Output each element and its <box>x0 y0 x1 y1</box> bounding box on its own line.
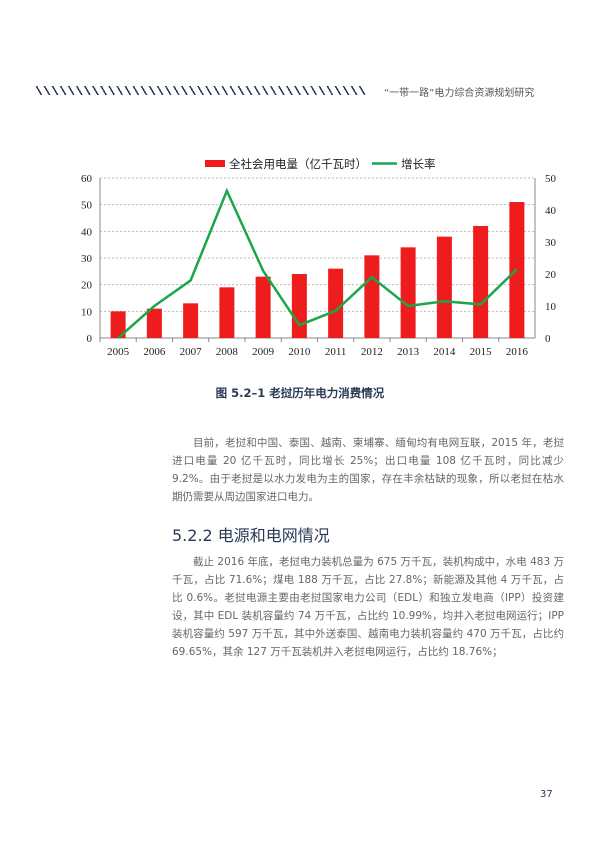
bar <box>219 287 235 338</box>
running-title: “一带一路”电力综合资源规划研究 <box>384 88 535 99</box>
left-tick-label: 0 <box>87 333 93 345</box>
header-stripes <box>36 86 366 95</box>
bar <box>473 226 489 338</box>
right-tick-label: 40 <box>545 205 557 217</box>
paragraph-1: 目前，老挝和中国、泰国、越南、柬埔寨、缅甸均有电网互联，2015 年，老挝进口电… <box>172 437 564 503</box>
left-tick-label: 20 <box>81 280 93 292</box>
x-tick-label: 2005 <box>107 346 130 358</box>
paragraph-2: 截止 2016 年底，老挝电力装机总量为 675 万千瓦，装机构成中，水电 48… <box>172 556 564 658</box>
bar <box>364 255 380 338</box>
x-tick-label: 2013 <box>397 346 420 358</box>
bar <box>255 276 271 338</box>
left-tick-label: 50 <box>81 200 93 212</box>
left-tick-label: 60 <box>81 173 93 185</box>
section-heading: 5.2.2 电源和电网情况 <box>172 526 330 545</box>
left-tick-label: 40 <box>81 226 93 238</box>
bar <box>146 308 162 338</box>
right-tick-label: 30 <box>545 237 557 249</box>
bar <box>110 311 126 338</box>
right-tick-label: 0 <box>545 333 551 345</box>
left-tick-label: 10 <box>81 306 93 318</box>
x-tick-label: 2011 <box>325 346 347 358</box>
figure-caption: 图 5.2–1 老挝历年电力消费情况 <box>215 386 385 400</box>
x-tick-label: 2006 <box>143 346 166 358</box>
legend-swatch-bar <box>205 160 225 167</box>
x-tick-label: 2016 <box>506 346 529 358</box>
x-tick-label: 2012 <box>361 346 383 358</box>
x-tick-label: 2010 <box>288 346 311 358</box>
legend-label-line: 增长率 <box>401 157 436 171</box>
bar <box>183 303 199 338</box>
x-tick-label: 2009 <box>252 346 275 358</box>
right-tick-label: 10 <box>545 301 557 313</box>
right-tick-label: 50 <box>545 173 557 185</box>
bar <box>436 236 452 338</box>
electricity-consumption-chart: 0 10 20 30 40 50 60 0 10 20 30 40 50 2005 2006 2007 2008… <box>81 157 557 358</box>
x-tick-label: 2008 <box>216 346 239 358</box>
right-tick-label: 20 <box>545 269 557 281</box>
x-tick-label: 2014 <box>433 346 456 358</box>
bar <box>400 247 416 338</box>
x-tick-label: 2015 <box>470 346 493 358</box>
bar <box>328 268 344 338</box>
legend-label-bar: 全社会用电量（亿千瓦时） <box>229 157 367 171</box>
page-number: 37 <box>540 789 553 800</box>
bar <box>291 274 307 338</box>
growth-rate-line <box>117 187 518 339</box>
left-tick-label: 30 <box>81 253 93 265</box>
x-tick-label: 2007 <box>180 346 203 358</box>
